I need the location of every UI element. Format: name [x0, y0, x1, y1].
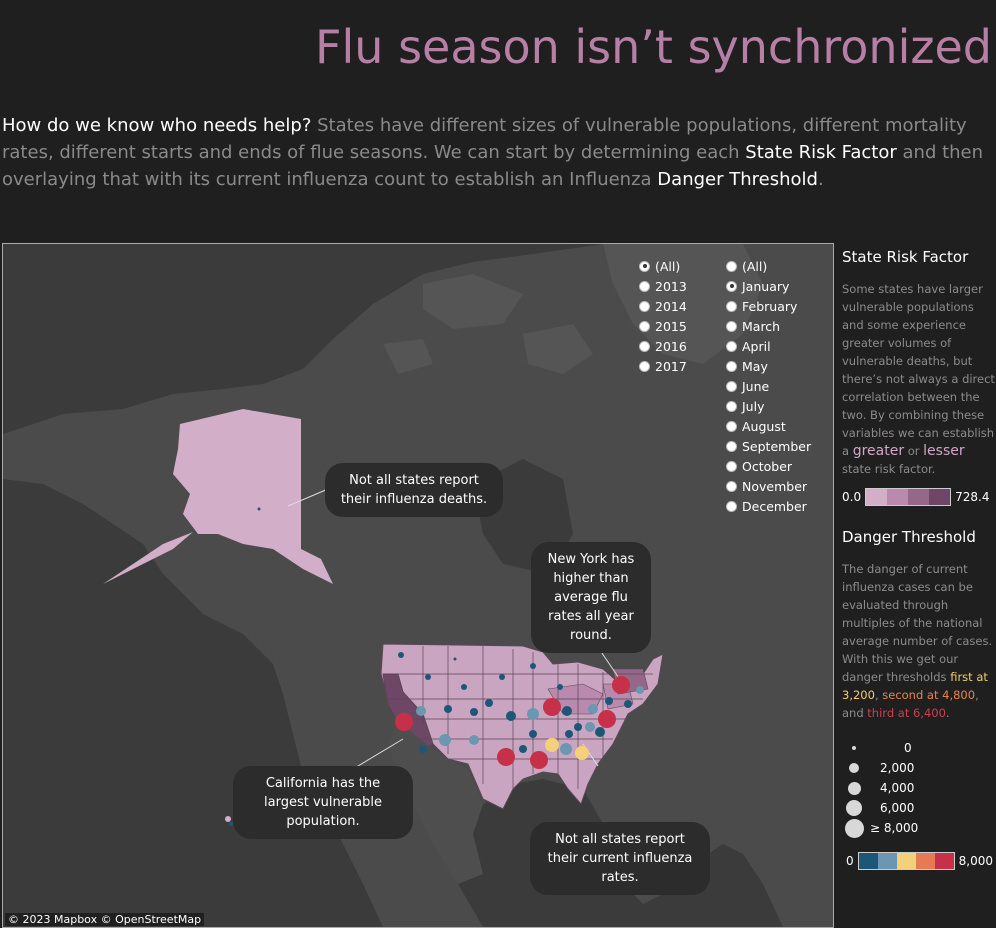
size-legend-row: 6,000: [842, 798, 996, 818]
intro-highlight-danger: Danger Threshold: [657, 169, 818, 190]
month-option-august[interactable]: August: [726, 416, 811, 436]
radio-icon: [726, 260, 737, 272]
callout-new-york: New York has higher than average flu rat…: [531, 542, 651, 653]
alaska-peninsula: [103, 532, 193, 584]
radio-selected-icon: [639, 260, 650, 272]
radio-icon: [726, 400, 737, 412]
month-option-december[interactable]: December: [726, 496, 811, 516]
radio-icon: [639, 300, 650, 312]
radio-icon: [639, 320, 650, 332]
radio-icon: [726, 440, 737, 452]
radio-icon: [639, 280, 650, 292]
month-option-february[interactable]: February: [726, 296, 811, 316]
year-option-all[interactable]: (All): [639, 256, 687, 276]
month-option-october[interactable]: October: [726, 456, 811, 476]
radio-icon: [726, 380, 737, 392]
danger-color-legend: 0 8,000: [846, 852, 993, 870]
month-option-july[interactable]: July: [726, 396, 811, 416]
radio-icon: [726, 460, 737, 472]
page-title: Flu season isn’t synchronized: [315, 20, 992, 74]
intro-question: How do we know who needs help?: [2, 115, 312, 136]
risk-description: Some states have larger vulnerable popul…: [842, 282, 995, 476]
arctic-islands: [383, 274, 593, 374]
radio-icon: [726, 320, 737, 332]
month-filter: (All) January February March April May J…: [726, 256, 811, 516]
year-filter: (All) 2013 2014 2015 2016 2017: [639, 256, 687, 376]
year-option-2013[interactable]: 2013: [639, 276, 687, 296]
radio-icon: [726, 480, 737, 492]
size-legend-row: 2,000: [842, 758, 996, 778]
intro-text-1: States have different sizes of vulnerabl…: [2, 115, 967, 163]
intro-text-3: .: [817, 169, 824, 190]
intro-text-2: and then overlaying that with its curren…: [2, 142, 984, 190]
size-legend: 0 2,000 4,000 6,000 ≥ 8,000: [842, 738, 996, 838]
intro-paragraph: How do we know who needs help? States ha…: [2, 112, 992, 193]
callout-california: California has the largest vulnerable po…: [233, 766, 413, 839]
north-america-land: [3, 244, 833, 927]
year-option-2015[interactable]: 2015: [639, 316, 687, 336]
size-legend-row: 0: [842, 738, 996, 758]
map-svg: [3, 244, 833, 927]
radio-icon: [639, 360, 650, 372]
radio-icon: [726, 420, 737, 432]
month-option-september[interactable]: September: [726, 436, 811, 456]
hawaii-marker: [225, 816, 231, 822]
map-attribution[interactable]: © 2023 Mapbox © OpenStreetMap: [5, 913, 205, 926]
radio-icon: [726, 340, 737, 352]
mexico-land: [388, 722, 483, 884]
month-option-all[interactable]: (All): [726, 256, 811, 276]
risk-heading: State Risk Factor: [842, 248, 969, 266]
callout-unreported-rates: Not all states report their current infl…: [530, 822, 710, 895]
risk-color-legend: 0.0 728.4: [842, 488, 990, 506]
month-option-january[interactable]: January: [726, 276, 811, 296]
danger-description: The danger of current influenza cases ca…: [842, 562, 993, 720]
month-option-april[interactable]: April: [726, 336, 811, 356]
legend-panel: State Risk Factor Some states have large…: [842, 248, 996, 870]
risk-markers: [257, 507, 644, 769]
map-view[interactable]: (All) 2013 2014 2015 2016 2017 (All) Jan…: [2, 243, 834, 928]
month-option-june[interactable]: June: [726, 376, 811, 396]
month-option-may[interactable]: May: [726, 356, 811, 376]
year-option-2017[interactable]: 2017: [639, 356, 687, 376]
month-option-march[interactable]: March: [726, 316, 811, 336]
danger-gradient: [857, 852, 955, 870]
year-option-2014[interactable]: 2014: [639, 296, 687, 316]
radio-icon: [726, 500, 737, 512]
radio-icon: [726, 300, 737, 312]
intro-highlight-risk: State Risk Factor: [745, 142, 897, 163]
alaska-state: [173, 409, 333, 584]
size-legend-row: ≥ 8,000: [842, 818, 996, 838]
radio-icon: [726, 360, 737, 372]
callout-alaska: Not all states report their influenza de…: [325, 463, 503, 517]
radio-selected-icon: [726, 280, 737, 292]
month-option-november[interactable]: November: [726, 476, 811, 496]
danger-heading: Danger Threshold: [842, 528, 976, 546]
size-legend-row: 4,000: [842, 778, 996, 798]
risk-gradient: [865, 488, 952, 506]
greenland-land: [603, 244, 763, 364]
usa-states: [380, 643, 664, 810]
radio-icon: [639, 340, 650, 352]
year-option-2016[interactable]: 2016: [639, 336, 687, 356]
